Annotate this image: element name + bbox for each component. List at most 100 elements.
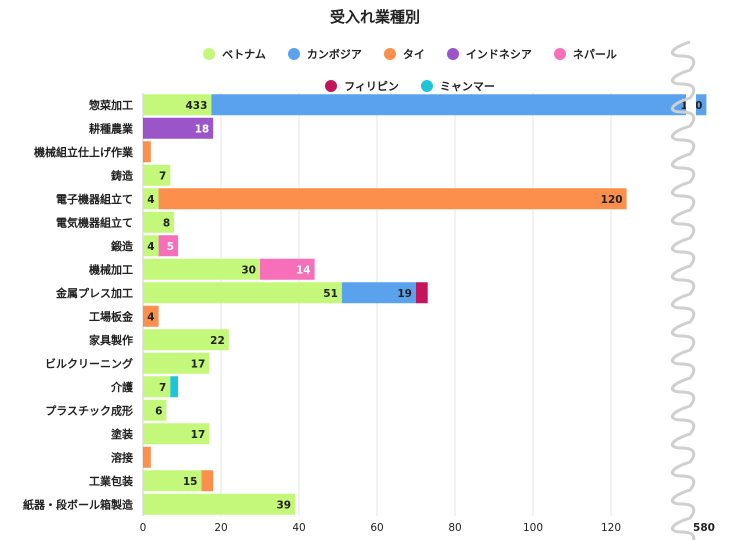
legend-item-nepal[interactable]: ネパール: [553, 46, 617, 62]
legend-dot-indonesia: [446, 48, 459, 60]
category-label-15: 溶接: [111, 450, 133, 464]
data-label-4-s2: 120: [601, 194, 623, 206]
category-label-16: 工業包装: [89, 474, 133, 488]
category-label-3: 鋳造: [110, 168, 134, 182]
legend-row-2: フィリピン ミャンマー: [150, 70, 670, 102]
bar-12-s0: [143, 376, 171, 398]
data-label-7-s4: 14: [296, 264, 311, 276]
bar-9-s2: [143, 305, 159, 327]
data-label-16-s0: 15: [183, 476, 198, 488]
category-label-17: 紙器・段ボール箱製造: [23, 497, 134, 511]
category-label-6: 鍛造: [111, 239, 134, 253]
legend-dot-myanmar: [420, 80, 433, 92]
bar-14-s0: [143, 423, 210, 445]
category-label-0: 惣菜加工: [89, 98, 133, 112]
category-label-7: 機械加工: [89, 262, 133, 276]
category-label-4: 電子機器組立て: [56, 192, 133, 206]
bar-16-s2: [201, 470, 214, 492]
bar-7-s0: [143, 258, 260, 280]
bar-13-s0: [143, 399, 167, 421]
bar-2-s2: [143, 141, 151, 163]
bar-15-s2: [143, 446, 151, 468]
legend-label-philippines: フィリピン: [344, 80, 399, 93]
x-tick-label-1: 20: [214, 522, 227, 534]
bar-8-s5: [416, 282, 428, 304]
category-label-10: 家具製作: [89, 333, 133, 347]
data-label-6-s4: 5: [167, 241, 174, 253]
legend-label-nepal: ネパール: [572, 48, 617, 61]
bar-10-s0: [143, 329, 229, 351]
bar-0-s0: [143, 94, 212, 116]
data-label-8-s1: 19: [397, 288, 412, 300]
legend-item-cambodia[interactable]: カンボジア: [287, 46, 362, 62]
legend-row-1: ベトナム カンボジア タイ インドネシア ネパール: [150, 38, 670, 70]
bar-0-s1: [211, 94, 707, 116]
legend-label-thailand: タイ: [402, 48, 425, 61]
bar-17-s0: [143, 493, 296, 515]
bar-8-s1: [341, 282, 416, 304]
data-label-9-s2: 4: [147, 311, 154, 323]
x-tick-label-0: 0: [140, 522, 147, 534]
category-label-11: ビルクリーニング: [45, 356, 133, 370]
category-label-8: 金属プレス加工: [55, 286, 133, 300]
data-label-17-s0: 39: [276, 499, 291, 511]
legend-item-philippines[interactable]: フィリピン: [325, 78, 399, 94]
data-label-4-s0: 4: [147, 194, 154, 206]
legend-item-myanmar[interactable]: ミャンマー: [420, 78, 495, 94]
category-label-12: 介護: [110, 380, 134, 394]
data-label-13-s0: 6: [155, 405, 162, 417]
bar-11-s0: [143, 352, 210, 374]
legend-item-indonesia[interactable]: インドネシア: [446, 46, 532, 62]
category-label-9: 工場板金: [89, 309, 134, 323]
bar-16-s0: [143, 470, 202, 492]
category-label-5: 電気機器組立て: [56, 215, 133, 229]
category-label-13: プラスチック成形: [45, 403, 133, 417]
axis-break-wave: [671, 40, 696, 540]
bar-4-s2: [158, 188, 627, 210]
data-label-7-s0: 30: [241, 264, 256, 276]
bar-5-s0: [143, 211, 175, 233]
data-label-6-s0: 4: [147, 241, 154, 253]
axis-break-gap: [686, 36, 696, 540]
data-label-12-s0: 7: [159, 382, 166, 394]
category-label-14: 塗装: [111, 427, 133, 441]
legend-dot-cambodia: [287, 48, 300, 60]
bar-7-s4: [260, 258, 315, 280]
x-tick-label-3: 60: [370, 522, 383, 534]
data-label-14-s0: 17: [191, 429, 206, 441]
data-label-1-s3: 18: [195, 123, 210, 135]
chart-title: 受入れ業種別: [329, 8, 420, 26]
x-tick-label-6: 120: [601, 522, 621, 534]
legend-item-vietnam[interactable]: ベトナム: [203, 46, 266, 62]
data-label-11-s0: 17: [191, 358, 206, 370]
legend-dot-vietnam: [203, 48, 216, 60]
category-label-2: 機械組立仕上げ作業: [34, 145, 134, 159]
legend-dot-philippines: [325, 80, 338, 92]
bar-6-s0: [143, 235, 159, 257]
legend-label-cambodia: カンボジア: [306, 48, 362, 61]
bar-6-s4: [158, 235, 179, 257]
bar-1-s3: [143, 117, 214, 139]
legend-dot-nepal: [553, 48, 566, 60]
bar-12-s6: [170, 376, 179, 398]
x-tick-label-2: 40: [292, 522, 305, 534]
data-label-5-s0: 8: [163, 217, 170, 229]
category-label-1: 耕種農業: [89, 121, 134, 135]
legend: ベトナム カンボジア タイ インドネシア ネパール フィリピン ミャンマー: [150, 38, 670, 102]
bar-8-s0: [143, 282, 342, 304]
bar-3-s0: [143, 164, 171, 186]
x-tick-label-7: 580: [693, 522, 715, 534]
legend-item-thailand[interactable]: タイ: [383, 46, 425, 62]
legend-label-indonesia: インドネシア: [465, 48, 532, 61]
x-tick-label-4: 80: [448, 522, 461, 534]
x-tick-label-5: 100: [523, 522, 543, 534]
data-label-8-s0: 51: [323, 288, 338, 300]
legend-label-myanmar: ミャンマー: [439, 80, 495, 93]
bar-4-s0: [143, 188, 159, 210]
data-label-0-s0: 433: [185, 100, 207, 112]
data-label-3-s0: 7: [159, 170, 166, 182]
data-label-10-s0: 22: [210, 335, 225, 347]
legend-label-vietnam: ベトナム: [222, 48, 266, 61]
legend-dot-thailand: [383, 48, 396, 60]
